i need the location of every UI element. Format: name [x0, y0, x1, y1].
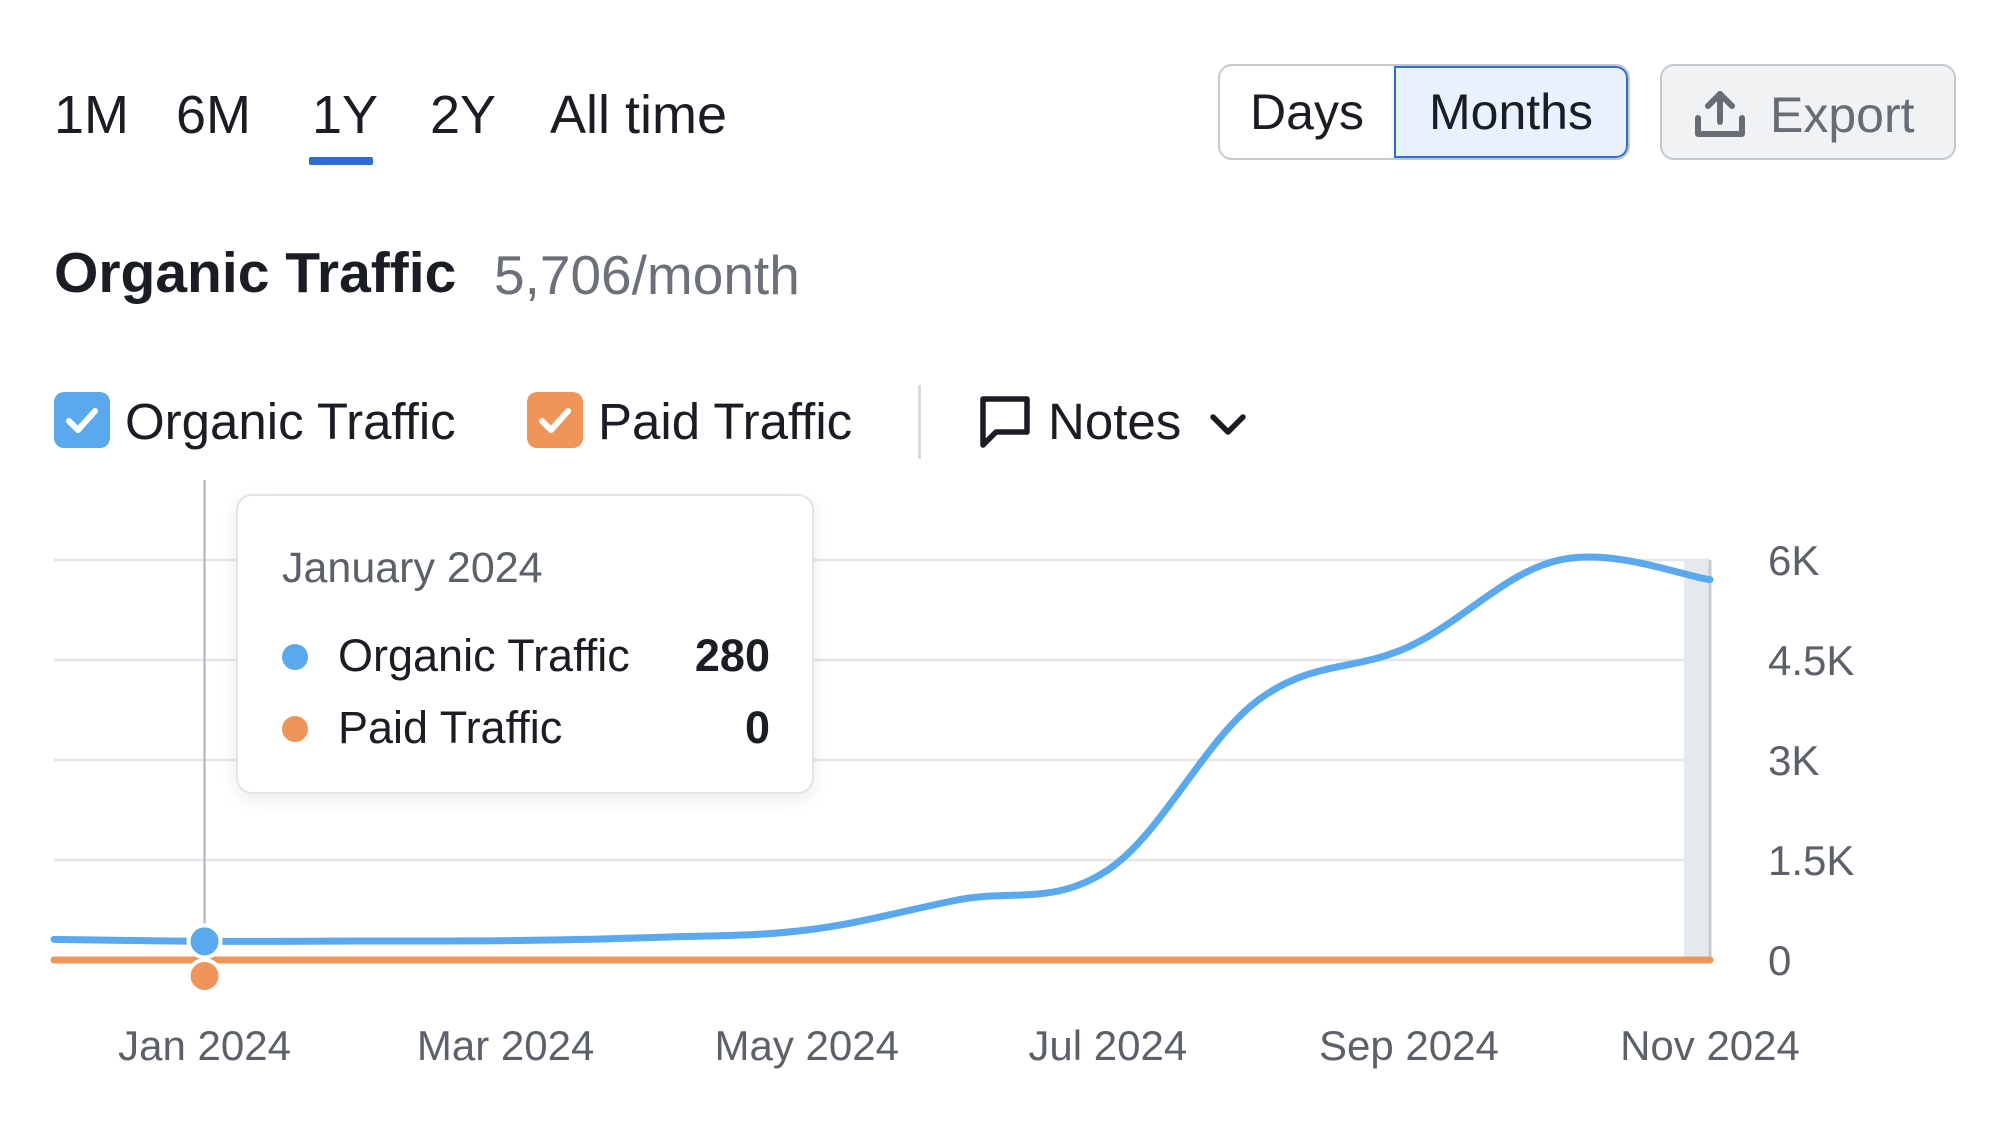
- days-button[interactable]: Days: [1220, 66, 1394, 158]
- tab-label: 6M: [176, 85, 252, 145]
- tooltip-organic-value: 280: [694, 630, 770, 681]
- y-tick-label: 6K: [1768, 537, 1819, 584]
- paid-traffic-dot: [282, 716, 308, 742]
- tab-6m[interactable]: 6M: [176, 84, 251, 146]
- tab-1y[interactable]: 1Y: [312, 84, 378, 146]
- comment-icon: [980, 396, 1030, 448]
- organic-traffic-dot: [282, 644, 308, 670]
- upload-icon: [1692, 90, 1748, 145]
- tooltip-date: January 2024: [282, 544, 543, 592]
- chevron-down-icon: [1210, 414, 1246, 435]
- organic-traffic-checkbox[interactable]: [54, 392, 110, 448]
- check-icon: [539, 408, 571, 433]
- notes-label: Notes: [1048, 393, 1182, 450]
- tab-label: 2Y: [430, 85, 497, 145]
- x-tick-label: May 2024: [715, 1022, 899, 1069]
- x-tick-label: Jul 2024: [1028, 1022, 1187, 1069]
- tooltip-paid-value: 0: [744, 702, 770, 753]
- y-tick-label: 1.5K: [1768, 837, 1854, 884]
- paid-traffic-checkbox[interactable]: [527, 392, 583, 448]
- y-tick-label: 0: [1768, 937, 1791, 984]
- y-tick-label: 4.5K: [1768, 637, 1854, 684]
- tab-label: 1M: [54, 85, 130, 145]
- export-label: Export: [1770, 87, 1915, 143]
- y-tick-label: 3K: [1768, 737, 1819, 784]
- months-label: Months: [1429, 84, 1593, 140]
- paid-traffic-legend-label[interactable]: Paid Traffic: [598, 393, 853, 450]
- tab-2y[interactable]: 2Y: [430, 84, 496, 146]
- x-tick-label: Nov 2024: [1620, 1022, 1800, 1069]
- tab-1m[interactable]: 1M: [54, 84, 129, 146]
- export-button[interactable]: Export: [1660, 64, 1956, 160]
- traffic-value: 5,706/month: [494, 244, 800, 306]
- organic-traffic-point-marker: [186, 923, 223, 960]
- tooltip-organic-label: Organic Traffic: [338, 630, 630, 681]
- granularity-toggle: Days Months: [1218, 64, 1630, 160]
- current-month-highlight: [1684, 560, 1710, 960]
- tab-label: 1Y: [312, 85, 379, 145]
- active-tab-indicator: [309, 157, 373, 165]
- months-button[interactable]: Months: [1394, 66, 1628, 158]
- chart-title: Organic Traffic: [54, 241, 457, 305]
- tab-all-time[interactable]: All time: [550, 84, 727, 146]
- traffic-line-chart: 0 1.5K 3K 4.5K 6K Jan 2024 Mar 2024 May 2024 Ju…: [50, 480, 1854, 1069]
- tab-label: All time: [550, 85, 728, 145]
- chart-tooltip: January 2024 Organic Traffic 280 Paid Tr…: [236, 494, 814, 794]
- days-label: Days: [1250, 84, 1364, 140]
- tooltip-paid-label: Paid Traffic: [338, 702, 563, 753]
- x-tick-label: Jan 2024: [118, 1022, 291, 1069]
- x-tick-label: Mar 2024: [417, 1022, 594, 1069]
- organic-traffic-line: [50, 553, 1714, 945]
- check-icon: [66, 408, 98, 433]
- organic-traffic-legend-label[interactable]: Organic Traffic: [125, 393, 456, 450]
- x-tick-label: Sep 2024: [1319, 1022, 1499, 1069]
- paid-traffic-point-marker: [186, 958, 223, 994]
- legend-divider: [918, 385, 921, 459]
